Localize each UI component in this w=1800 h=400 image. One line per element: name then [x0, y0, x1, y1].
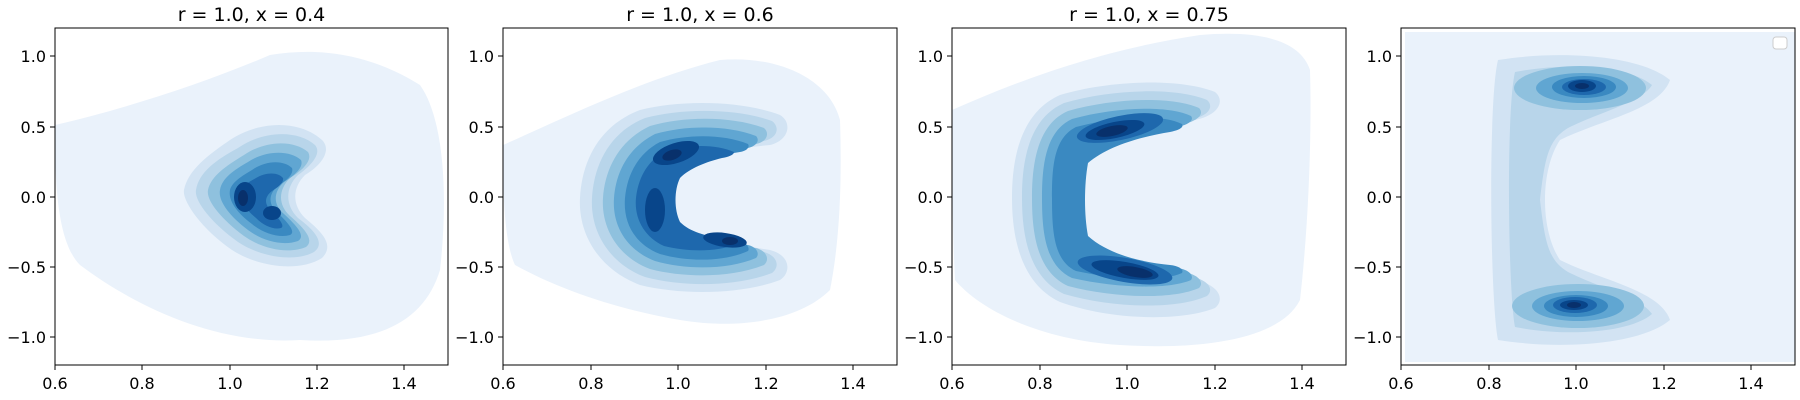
contour-level-6: [1052, 117, 1183, 279]
y-tick-label: 1.0: [21, 47, 46, 66]
contour-level-9: [1117, 266, 1153, 278]
contour-fill: [952, 33, 1311, 347]
y-tick-label: −1.0: [1353, 328, 1392, 347]
legend-box: [1772, 36, 1788, 50]
contour-fill: [55, 51, 444, 341]
x-axis: 0.6 0.8 1.0 1.2 1.4: [490, 365, 866, 393]
x-tick-label: 0.8: [578, 374, 603, 393]
x-tick-label: 1.0: [1563, 374, 1588, 393]
contour-level-9: [1567, 302, 1581, 308]
contour-level-9: [1575, 83, 1589, 89]
y-tick-label: −1.0: [7, 328, 46, 347]
x-tick-label: 1.4: [1738, 374, 1763, 393]
y-tick-label: −1.0: [455, 328, 494, 347]
panel-title: r = 1.0, x = 0.4: [178, 4, 326, 26]
x-tick-label: 0.6: [939, 374, 964, 393]
y-tick-label: −0.5: [455, 258, 494, 277]
y-axis: 1.0 0.5 0.0 −0.5 −1.0: [7, 47, 55, 347]
x-axis: 0.6 0.8 1.0 1.2 1.4: [1388, 365, 1764, 393]
contour-level-8: [645, 188, 665, 232]
panel-4: 0.6 0.8 1.0 1.2 1.4 1.0 0.5 0.0 −0.5 −1.…: [1353, 27, 1796, 393]
x-tick-label: 1.4: [391, 374, 416, 393]
contour-level-9: [1096, 125, 1128, 137]
y-axis: 1.0 0.5 0.0 −0.5 −1.0: [455, 47, 503, 347]
x-tick-label: 1.0: [217, 374, 242, 393]
x-tick-label: 1.4: [1289, 374, 1314, 393]
x-tick-label: 0.8: [129, 374, 154, 393]
y-tick-label: 1.0: [1367, 47, 1392, 66]
x-tick-label: 0.6: [1388, 374, 1413, 393]
y-tick-label: 1.0: [469, 47, 494, 66]
y-tick-label: 0.0: [918, 188, 943, 207]
y-axis: 1.0 0.5 0.0 −0.5 −1.0: [904, 47, 952, 347]
x-tick-label: 1.4: [840, 374, 865, 393]
y-tick-label: 0.0: [469, 188, 494, 207]
x-tick-label: 0.6: [490, 374, 515, 393]
x-tick-label: 0.8: [1476, 374, 1501, 393]
y-tick-label: 1.0: [918, 47, 943, 66]
x-tick-label: 0.6: [42, 374, 67, 393]
y-tick-label: −0.5: [1353, 258, 1392, 277]
x-axis: 0.6 0.8 1.0 1.2 1.4: [939, 365, 1315, 393]
y-tick-label: −1.0: [904, 328, 943, 347]
x-tick-label: 1.2: [1202, 374, 1227, 393]
y-tick-label: 0.5: [469, 118, 494, 137]
x-tick-label: 1.2: [753, 374, 778, 393]
panel-title: r = 1.0, x = 0.75: [1069, 4, 1229, 26]
x-tick-label: 1.0: [1114, 374, 1139, 393]
contour-fill: [503, 59, 841, 324]
contour-level-8: [263, 206, 281, 220]
contour-level-3: [1508, 66, 1652, 333]
y-tick-label: −0.5: [904, 258, 943, 277]
y-tick-label: −0.5: [7, 258, 46, 277]
y-tick-label: 0.5: [21, 118, 46, 137]
y-axis: 1.0 0.5 0.0 −0.5 −1.0: [1353, 47, 1401, 347]
contour-level-9: [238, 190, 248, 206]
y-tick-label: 0.5: [1367, 118, 1392, 137]
contour-fill: [1405, 32, 1795, 362]
panel-title: r = 1.0, x = 0.6: [626, 4, 774, 26]
x-tick-label: 1.2: [304, 374, 329, 393]
panel-3: r = 1.0, x = 0.75 0.6 0.8 1.0 1.2 1.4 1.…: [904, 4, 1347, 393]
contour-level-9: [662, 149, 682, 161]
y-tick-label: 0.5: [918, 118, 943, 137]
x-axis: 0.6 0.8 1.0 1.2 1.4: [42, 365, 417, 393]
x-tick-label: 0.8: [1027, 374, 1052, 393]
y-tick-label: 0.0: [1367, 188, 1392, 207]
panel-2: r = 1.0, x = 0.6 0.6 0.8 1.0 1.2 1.4 1.0…: [455, 4, 898, 393]
x-tick-label: 1.2: [1651, 374, 1676, 393]
contour-level-9: [722, 237, 738, 245]
y-tick-label: 0.0: [21, 188, 46, 207]
panel-1: r = 1.0, x = 0.4 0.6 0.8 1.0 1.2 1.4 1.0…: [7, 4, 449, 393]
x-tick-label: 1.0: [665, 374, 690, 393]
